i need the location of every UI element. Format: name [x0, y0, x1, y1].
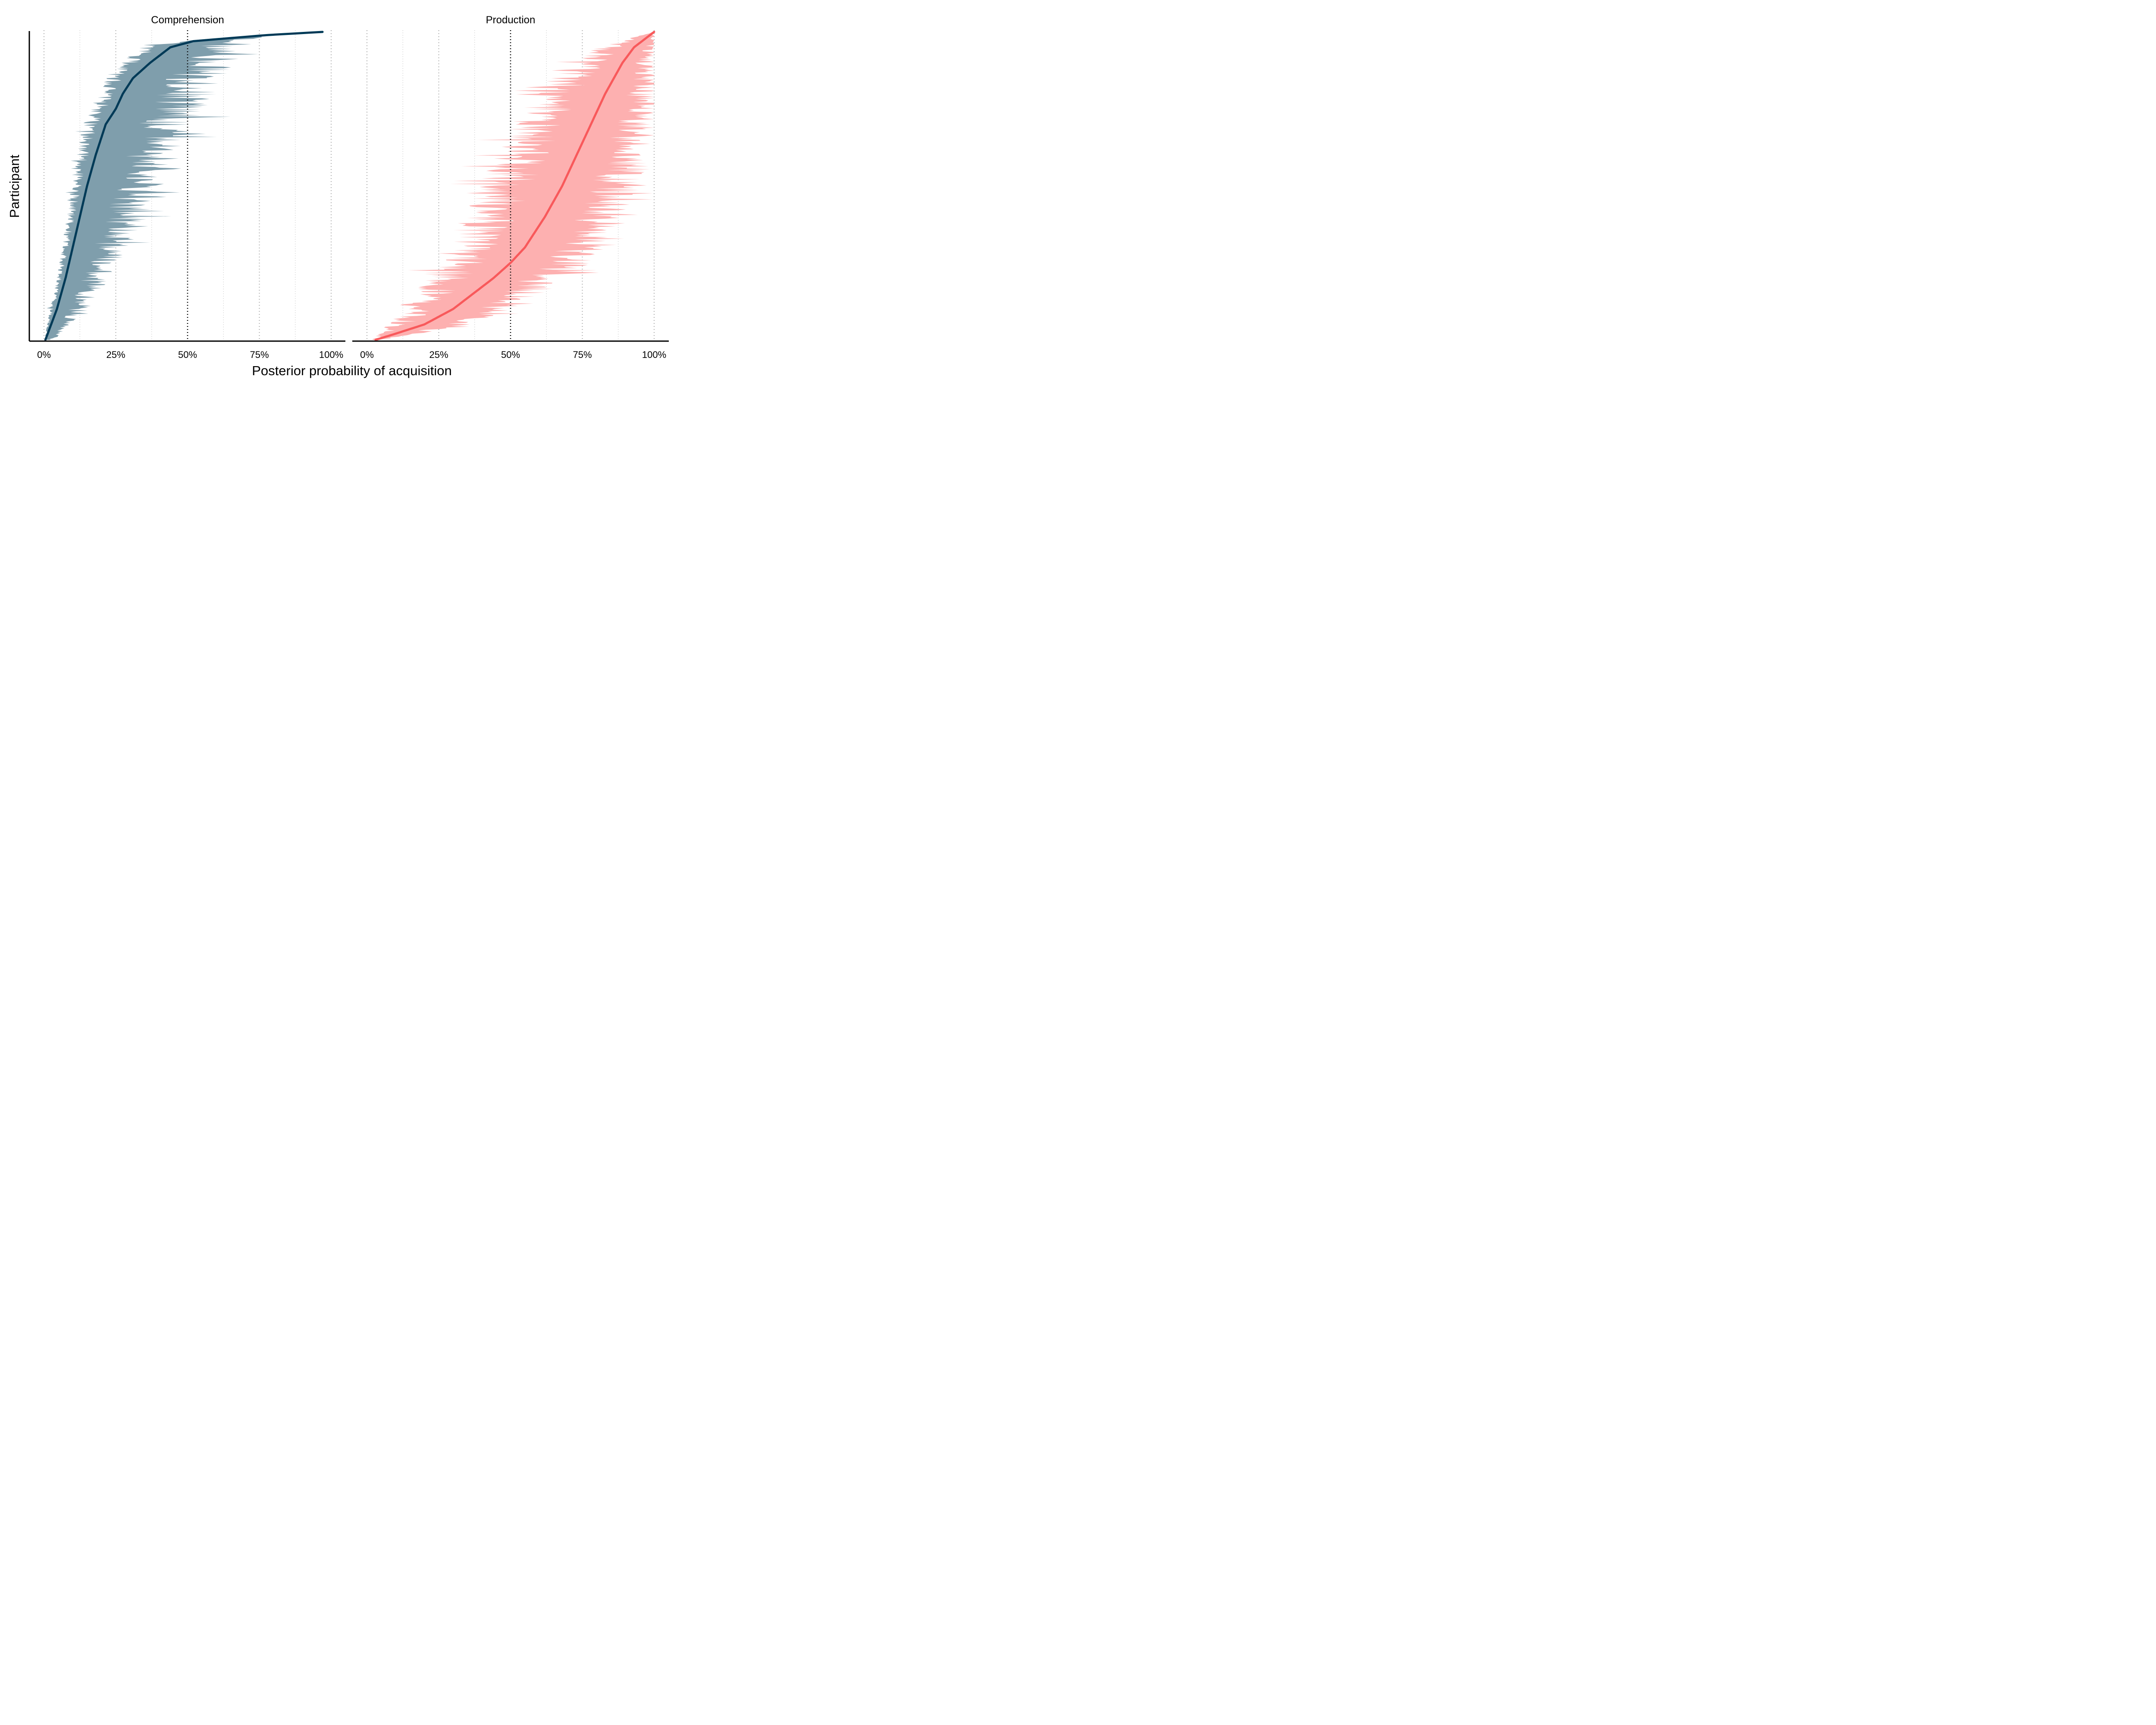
x-tick-label-0-0: 0% [37, 349, 51, 360]
panel-title-1: Production [486, 14, 536, 26]
panel-comprehension: Comprehension 0% 25% 50% 75% 100% [37, 14, 343, 360]
figure: Comprehension 0% 25% 50% 75% 100% Production 0… [0, 0, 676, 386]
x-tick-label-1-1: 25% [429, 349, 448, 360]
y-axis-title: Participant [7, 154, 22, 218]
chart-svg: Comprehension 0% 25% 50% 75% 100% Production 0… [0, 0, 676, 386]
x-axis-title: Posterior probability of acquisition [252, 363, 452, 378]
credible-band-1 [373, 32, 654, 340]
x-tick-label-0-3: 75% [250, 349, 269, 360]
panel-production: Production 0% 25% 50% 75% 100% [360, 14, 666, 360]
x-tick-label-0-1: 25% [106, 349, 125, 360]
x-tick-label-1-0: 0% [360, 349, 374, 360]
x-tick-label-1-3: 75% [573, 349, 592, 360]
panel-title-0: Comprehension [151, 14, 224, 26]
x-tick-label-1-2: 50% [501, 349, 520, 360]
x-tick-label-0-2: 50% [178, 349, 197, 360]
x-tick-label-1-4: 100% [642, 349, 666, 360]
x-tick-label-0-4: 100% [319, 349, 343, 360]
